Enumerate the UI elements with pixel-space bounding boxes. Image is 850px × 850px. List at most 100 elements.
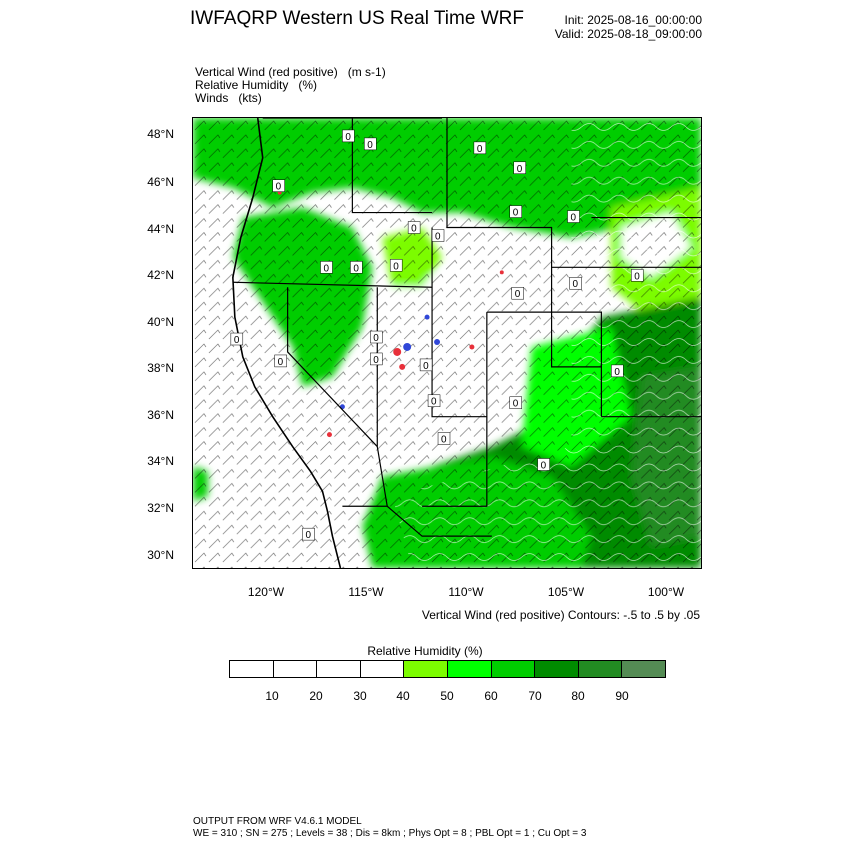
field-relative-humidity: Relative Humidity (%) [195, 78, 317, 92]
svg-text:0: 0 [634, 271, 640, 282]
colorbar-swatch [535, 661, 579, 677]
contour-label: 0 [370, 330, 383, 344]
colorbar-swatch [447, 661, 492, 677]
contour-label: 0 [419, 358, 433, 372]
field-unit: (kts) [238, 91, 262, 105]
svg-text:0: 0 [393, 261, 399, 272]
contour-label: 0 [611, 364, 624, 378]
coastline [232, 118, 342, 568]
svg-text:0: 0 [571, 213, 577, 224]
contour-label: 0 [567, 210, 580, 224]
contour-label: 0 [364, 137, 377, 151]
lon-tick-115w: 115°W [348, 585, 384, 599]
svg-text:0: 0 [373, 333, 379, 344]
contour-label: 0 [437, 432, 451, 446]
contour-label: 0 [513, 161, 526, 175]
svg-text:0: 0 [423, 361, 429, 372]
svg-text:0: 0 [441, 435, 447, 446]
valid-time: Valid: 2025-08-18_09:00:00 [554, 27, 702, 41]
contour-label: 0 [274, 354, 287, 368]
svg-text:0: 0 [435, 231, 441, 242]
contour-label: 0 [631, 269, 644, 282]
field-unit: (m s-1) [347, 65, 386, 79]
lat-tick-44n: 44°N [147, 222, 174, 236]
svg-text:0: 0 [278, 357, 284, 368]
colorbar-swatch [230, 661, 274, 677]
svg-text:0: 0 [234, 335, 240, 346]
contour-label: 0 [509, 205, 522, 219]
colorbar-label: 80 [571, 689, 585, 703]
colorbar-label: 40 [396, 689, 410, 703]
contour-label: 0 [509, 396, 522, 410]
lat-tick-48n: 48°N [147, 127, 174, 141]
svg-text:0: 0 [614, 367, 620, 378]
vertical-wind-contours [392, 118, 701, 568]
lat-tick-42n: 42°N [147, 268, 174, 282]
contour-label: 0 [389, 259, 403, 272]
field-unit: (%) [298, 78, 318, 92]
vertical-wind-cells [277, 190, 504, 438]
colorbar [229, 660, 666, 678]
contour-label: 0 [342, 129, 355, 143]
colorbar-title: Relative Humidity (%) [367, 644, 483, 658]
colorbar-swatch [360, 661, 405, 677]
lat-tick-38n: 38°N [147, 361, 174, 375]
field-name: Vertical Wind (red positive) [195, 65, 338, 79]
contour-label: 0 [320, 261, 333, 274]
colorbar-swatch [404, 661, 448, 677]
svg-text:0: 0 [276, 182, 282, 193]
contour-label: 0 [272, 179, 285, 193]
svg-text:0: 0 [323, 263, 329, 274]
updraft-cell [393, 347, 402, 356]
contour-label: 0 [431, 229, 445, 242]
lat-tick-32n: 32°N [147, 501, 174, 515]
contour-label: 0 [302, 527, 315, 541]
svg-text:0: 0 [541, 460, 547, 471]
lat-tick-34n: 34°N [147, 454, 174, 468]
updraft-cell [326, 432, 332, 438]
colorbar-label: 10 [265, 689, 279, 703]
updraft-cell [499, 270, 504, 275]
state-borders [232, 118, 701, 537]
svg-text:0: 0 [367, 140, 373, 151]
colorbar-label: 50 [440, 689, 454, 703]
svg-text:0: 0 [345, 132, 351, 143]
lon-tick-120w: 120°W [247, 585, 285, 599]
contour-label: 0 [537, 458, 550, 471]
colorbar-swatch [317, 661, 361, 677]
contour-label: 0 [473, 141, 487, 155]
contour-note: Vertical Wind (red positive) Contours: -… [421, 608, 700, 622]
svg-text:0: 0 [513, 208, 519, 219]
svg-text:0: 0 [411, 223, 417, 234]
contour-label: 0 [569, 277, 582, 290]
chart-title: IWFAQRP Western US Real Time WRF [190, 8, 524, 29]
svg-text:0: 0 [517, 164, 523, 175]
colorbar-swatch [273, 661, 318, 677]
svg-text:0: 0 [431, 397, 437, 408]
lon-tick-100w: 100°W [647, 585, 685, 599]
contour-label: 0 [427, 394, 441, 408]
svg-text:0: 0 [353, 263, 359, 274]
contour-label: 0 [370, 352, 383, 366]
downdraft-cell [424, 314, 430, 320]
downdraft-cell [403, 343, 412, 351]
contour-label: 0 [407, 221, 421, 234]
lat-tick-36n: 36°N [147, 408, 174, 422]
svg-text:0: 0 [477, 144, 483, 155]
field-name: Winds [195, 91, 229, 105]
field-vertical-wind: Vertical Wind (red positive) (m s-1) [195, 65, 386, 79]
contour-label: 0 [230, 332, 244, 346]
colorbar-label: 70 [528, 689, 542, 703]
lat-tick-30n: 30°N [147, 548, 174, 562]
colorbar-label: 60 [484, 689, 498, 703]
colorbar-label: 30 [353, 689, 367, 703]
svg-text:0: 0 [513, 399, 519, 410]
downdraft-cell [434, 339, 441, 345]
contour-label: 0 [350, 261, 363, 274]
updraft-cell [399, 363, 406, 370]
field-name: Relative Humidity [195, 78, 289, 92]
contour-label: 0 [511, 286, 524, 300]
contour-labels: 0 0 0 0 0 0 0 0 0 0 0 0 0 0 0 0 0 0 0 0 … [230, 129, 644, 541]
map-panel: 0 0 0 0 0 0 0 0 0 0 0 0 0 0 0 0 0 0 0 0 … [192, 117, 702, 569]
colorbar-label: 90 [615, 689, 629, 703]
